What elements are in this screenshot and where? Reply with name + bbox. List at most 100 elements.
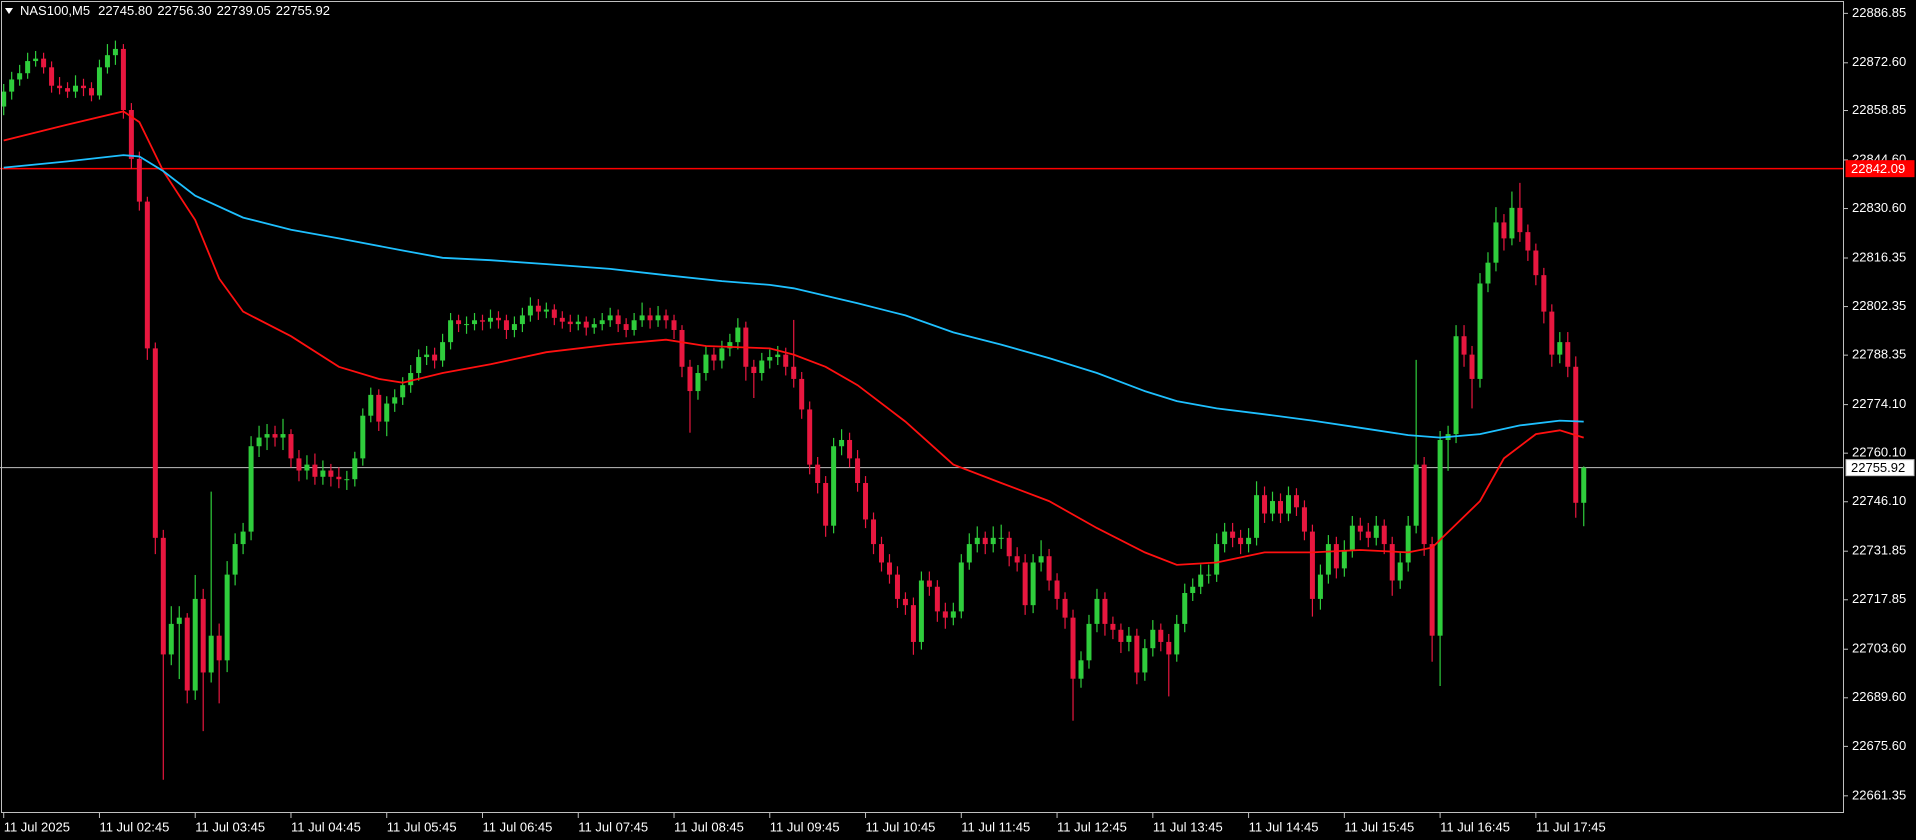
candle-body bbox=[1533, 250, 1539, 276]
candle-body bbox=[1525, 232, 1531, 251]
y-tick-label: 22858.85 bbox=[1852, 102, 1906, 117]
x-tick-label: 11 Jul 04:45 bbox=[291, 819, 361, 834]
candle-body bbox=[1421, 464, 1427, 545]
candle-body bbox=[1413, 464, 1419, 526]
candle-body bbox=[1565, 342, 1571, 367]
x-tick-label: 11 Jul 03:45 bbox=[195, 819, 265, 834]
candle-body bbox=[216, 635, 222, 661]
x-tick-label: 11 Jul 05:45 bbox=[387, 819, 457, 834]
y-tick-label: 22661.35 bbox=[1852, 787, 1906, 802]
price-level-label: 22842.09 bbox=[1851, 161, 1905, 176]
candle-body bbox=[224, 574, 230, 661]
candle-body bbox=[1238, 537, 1244, 545]
menu-triangle[interactable] bbox=[5, 8, 13, 14]
candle-body bbox=[623, 324, 629, 330]
y-tick-label: 22788.35 bbox=[1852, 347, 1906, 362]
candle-body bbox=[1549, 311, 1555, 355]
candle-body bbox=[886, 562, 892, 575]
candle-body bbox=[336, 476, 342, 480]
y-tick-label: 22774.10 bbox=[1852, 396, 1906, 411]
candle-body bbox=[128, 109, 134, 159]
candle-body bbox=[1118, 629, 1124, 642]
candle-body bbox=[280, 434, 286, 438]
candle-body bbox=[1469, 354, 1475, 379]
y-tick-label: 22731.85 bbox=[1852, 543, 1906, 558]
candle-body bbox=[1070, 617, 1076, 679]
candle-body bbox=[328, 470, 334, 477]
candle-body bbox=[519, 315, 525, 325]
candle-body bbox=[591, 324, 597, 328]
candle-body bbox=[583, 321, 589, 328]
plot-area bbox=[0, 40, 1844, 780]
symbol: NAS100,M5 bbox=[20, 3, 90, 18]
candle-body bbox=[551, 309, 557, 318]
candle-body bbox=[775, 354, 781, 358]
x-tick-label: 11 Jul 11:45 bbox=[961, 819, 1030, 834]
price-level-tag bbox=[1845, 160, 1915, 178]
candle-body bbox=[448, 320, 454, 343]
candle-body bbox=[1222, 531, 1228, 545]
y-tick-label: 22816.35 bbox=[1852, 249, 1906, 264]
candle-body bbox=[296, 458, 302, 471]
candle-body bbox=[1557, 342, 1563, 355]
candle-body bbox=[902, 598, 908, 606]
candle-body bbox=[687, 366, 693, 392]
candle-body bbox=[1405, 525, 1411, 563]
candle-body bbox=[1581, 467, 1587, 503]
candle-body bbox=[96, 67, 102, 96]
candle-body bbox=[719, 348, 725, 361]
candle-body bbox=[998, 537, 1004, 539]
candle-body bbox=[73, 85, 79, 92]
x-tick-label: 11 Jul 15:45 bbox=[1344, 819, 1414, 834]
candle-body bbox=[894, 574, 900, 599]
candle-body bbox=[304, 464, 310, 471]
candle-body bbox=[1014, 556, 1020, 563]
candle-body bbox=[1317, 574, 1323, 599]
candle-body bbox=[1493, 222, 1499, 263]
candle-body bbox=[791, 366, 797, 379]
price-level-tag bbox=[1845, 459, 1915, 477]
candle-body bbox=[136, 158, 142, 202]
candle-body bbox=[1365, 531, 1371, 538]
candle-body bbox=[232, 544, 238, 575]
candle-body bbox=[767, 357, 773, 361]
candle-body bbox=[176, 617, 182, 624]
candle-body bbox=[168, 623, 174, 655]
candle-body bbox=[727, 342, 733, 349]
plot-frame bbox=[1, 1, 1844, 813]
candle-body bbox=[1485, 262, 1491, 284]
candle-body bbox=[472, 320, 478, 325]
candle-body bbox=[942, 611, 948, 618]
candle-body bbox=[807, 409, 813, 465]
candle-body bbox=[1086, 623, 1092, 661]
candle-body bbox=[49, 67, 55, 86]
candle-body bbox=[104, 55, 110, 68]
candle-body bbox=[631, 320, 637, 330]
candle-body bbox=[511, 324, 517, 330]
candle-body bbox=[918, 580, 924, 642]
candle-body bbox=[527, 305, 533, 316]
candle-body bbox=[400, 385, 406, 398]
candle-body bbox=[639, 315, 645, 321]
y-tick-label: 22872.60 bbox=[1852, 54, 1906, 69]
close-value: 22755.92 bbox=[276, 3, 330, 18]
candle-body bbox=[1301, 507, 1307, 532]
candle-body bbox=[81, 85, 86, 89]
candle-body bbox=[57, 85, 63, 89]
y-tick-label: 22802.35 bbox=[1852, 298, 1906, 313]
candle-body bbox=[831, 446, 837, 526]
candle-body bbox=[1477, 283, 1483, 379]
candle-body bbox=[559, 317, 565, 322]
x-tick-label: 11 Jul 12:45 bbox=[1057, 819, 1127, 834]
candle-body bbox=[25, 61, 31, 74]
candle-body bbox=[112, 48, 118, 56]
candle-body bbox=[33, 58, 39, 62]
candle-body bbox=[855, 458, 861, 484]
candle-body bbox=[966, 544, 972, 563]
x-tick-label: 11 Jul 16:45 bbox=[1440, 819, 1510, 834]
candle-body bbox=[240, 531, 246, 545]
y-tick-label: 22886.85 bbox=[1852, 5, 1906, 20]
candle-body bbox=[440, 342, 446, 361]
